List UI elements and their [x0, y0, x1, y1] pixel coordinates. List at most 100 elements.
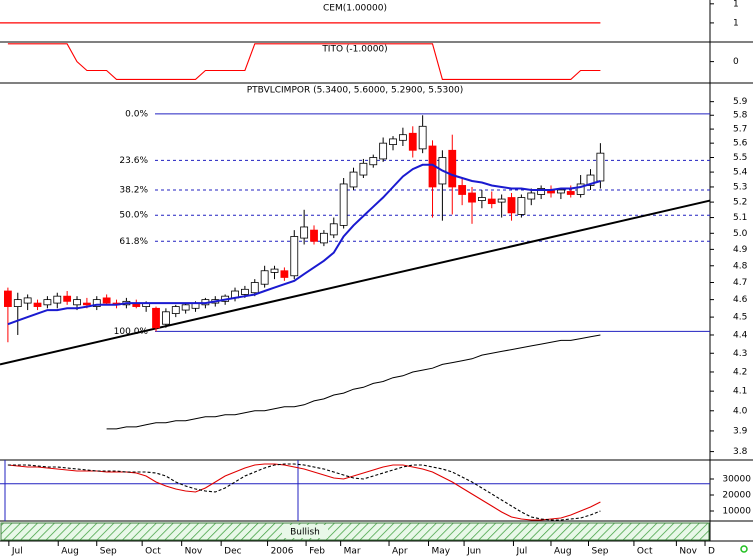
candle-body — [576, 183, 585, 195]
candle-body — [369, 157, 378, 166]
trendline — [0, 199, 711, 366]
x-tick-label: Nov — [679, 547, 697, 557]
y-tick-label: 20000 — [722, 491, 751, 501]
y-tick-label: 1 — [733, 0, 739, 9]
candle-body — [329, 223, 338, 236]
candle-body — [507, 197, 516, 214]
y-tick-label: 4.0 — [733, 406, 748, 416]
series-line — [7, 463, 601, 521]
candle-body — [152, 307, 160, 329]
candle-body — [398, 134, 407, 141]
candle-body — [497, 198, 506, 203]
candle-body — [379, 142, 388, 160]
candle-body — [389, 138, 397, 145]
y-tick-label: 4.9 — [733, 245, 748, 255]
candle-body — [418, 125, 427, 150]
x-tick-label: Aug — [61, 547, 79, 557]
panel-title: CEM(1.00000) — [323, 4, 387, 14]
candle-body — [260, 270, 269, 285]
x-tick-label: May — [432, 547, 451, 557]
y-tick-label: 5.8 — [733, 111, 748, 121]
x-tick-label: Aug — [554, 547, 572, 557]
y-tick-label: 1 — [733, 18, 739, 28]
x-tick-label: Oct — [637, 547, 653, 557]
status-icon — [740, 545, 748, 553]
series-line — [106, 334, 601, 430]
candle-body — [23, 297, 32, 304]
x-tick-label: Jun — [466, 547, 481, 557]
x-tick-label: Apr — [392, 547, 408, 557]
candle-body — [181, 304, 190, 311]
fib-label: 100.0% — [114, 327, 149, 337]
candle-body — [13, 299, 22, 307]
x-tick-label: Sep — [592, 547, 609, 557]
x-tick-label: Jul — [515, 547, 527, 557]
fib-label: 50.0% — [119, 211, 148, 221]
x-tick-label: Nov — [185, 547, 203, 557]
y-tick-label: 4.6 — [733, 295, 748, 305]
candle-body — [63, 295, 72, 302]
candle-body — [33, 302, 42, 307]
panel-title: TITO (-1.0000) — [321, 45, 387, 55]
candle-body — [408, 132, 417, 151]
y-tick-label: 5.7 — [733, 125, 747, 135]
candle-body — [517, 197, 526, 215]
candle-body — [73, 299, 81, 306]
y-tick-label: 5.9 — [733, 97, 748, 107]
fib-label: 0.0% — [125, 109, 148, 119]
y-tick-label: 3.9 — [733, 426, 748, 436]
y-tick-label: 5.5 — [733, 153, 747, 163]
candle-body — [556, 189, 565, 194]
y-tick-label: 0 — [733, 57, 739, 67]
candle-body — [477, 197, 486, 201]
series-line — [7, 43, 601, 80]
candle-body — [566, 191, 575, 195]
candle-body — [448, 149, 457, 188]
candle-body — [102, 297, 111, 304]
frame — [0, 0, 753, 542]
candle-body — [240, 288, 249, 295]
y-tick-label: 5.4 — [733, 168, 748, 178]
candle-body — [270, 268, 279, 273]
candle-body — [290, 236, 299, 277]
series-line — [7, 463, 601, 521]
fib-label: 23.6% — [119, 156, 148, 166]
candle-body — [92, 299, 101, 307]
y-tick-label: 10000 — [722, 507, 751, 517]
x-tick-label: Oct — [145, 547, 161, 557]
y-tick-label: 5.0 — [733, 229, 748, 239]
candle-body — [319, 232, 328, 244]
candle-body — [596, 152, 605, 182]
candle-body — [586, 174, 595, 186]
candle-body — [487, 198, 496, 205]
y-tick-label: 3.8 — [733, 447, 748, 457]
candle-body — [161, 311, 170, 325]
y-tick-label: 4.3 — [733, 349, 747, 359]
x-tick-label: 2006 — [271, 547, 294, 557]
y-tick-label: 5.3 — [733, 182, 747, 192]
signal-bar — [0, 522, 710, 541]
candle-body — [527, 192, 536, 200]
candle-body — [250, 282, 259, 294]
y-tick-label: 5.6 — [733, 139, 748, 149]
candle-body — [280, 270, 289, 278]
y-tick-label: 4.2 — [733, 367, 747, 377]
fib-label: 38.2% — [119, 185, 148, 195]
x-tick-label: Sep — [100, 547, 117, 557]
series-line — [7, 163, 601, 326]
y-tick-label: 4.8 — [733, 261, 748, 271]
candle-body — [171, 306, 180, 314]
y-tick-label: 5.1 — [733, 213, 747, 223]
candle-body — [43, 299, 52, 306]
x-tick-label: Mar — [344, 547, 361, 557]
y-tick-label: 4.5 — [733, 313, 747, 323]
x-tick-label: Feb — [309, 547, 325, 557]
fib-label: 61.8% — [119, 237, 148, 247]
candle-body — [53, 295, 62, 304]
y-tick-label: 5.2 — [733, 198, 747, 208]
y-tick-label: 4.7 — [733, 278, 747, 288]
candle-body — [458, 185, 467, 195]
x-tick-label: Jul — [11, 547, 23, 557]
